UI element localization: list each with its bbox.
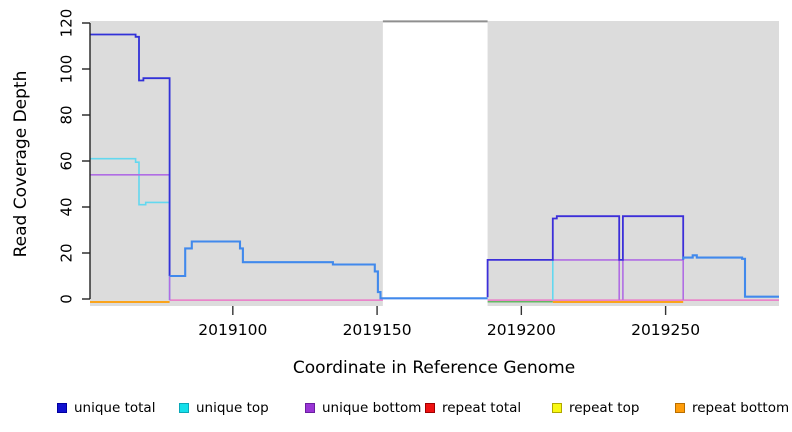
legend-item-repeat-bottom: repeat bottom — [675, 400, 789, 416]
x-tick-label: 2019150 — [343, 321, 412, 339]
legend-marker-unique-top — [179, 403, 189, 413]
series-unique-total-left — [90, 33, 171, 276]
x-tick-label: 2019250 — [631, 321, 700, 339]
legend-marker-repeat-total — [425, 403, 435, 413]
covered-region-left — [90, 21, 383, 306]
legend-item-repeat-total: repeat total — [425, 400, 521, 416]
series-unique-total-right — [486, 215, 685, 298]
legend-item-repeat-top: repeat top — [552, 400, 639, 416]
y-tick-label: 20 — [58, 243, 76, 262]
y-tick-label: 80 — [58, 105, 76, 124]
y-axis-label: Read Coverage Depth — [11, 70, 31, 258]
legend-label: unique top — [196, 400, 269, 416]
series-unique-bottom-right-b — [622, 259, 684, 300]
legend-marker-repeat-bottom — [675, 403, 685, 413]
legend-label: repeat bottom — [692, 400, 790, 416]
legend-label: unique bottom — [322, 400, 422, 416]
legend-item-unique-total: unique total — [57, 400, 155, 416]
y-tick-label: 100 — [58, 55, 76, 84]
y-tick-label: 40 — [58, 197, 76, 216]
legend-item-unique-top: unique top — [179, 400, 269, 416]
series-unique-top-left — [90, 157, 171, 301]
series-total-coverage-mid — [169, 240, 488, 300]
legend-label: repeat total — [442, 400, 522, 416]
legend-label: repeat top — [569, 400, 640, 416]
legend-label: unique total — [74, 400, 156, 416]
covered-region-right — [487, 21, 779, 306]
series-total-coverage-right — [682, 254, 779, 298]
y-tick-label: 0 — [58, 294, 76, 304]
legend-marker-repeat-top — [552, 403, 562, 413]
legend-marker-unique-bottom — [305, 403, 315, 413]
y-tick-label: 120 — [58, 9, 76, 38]
x-axis-label: Coordinate in Reference Genome — [292, 358, 576, 378]
x-tick-label: 2019100 — [198, 321, 267, 339]
y-tick-label: 60 — [58, 151, 76, 170]
legend-item-unique-bottom: unique bottom — [305, 400, 421, 416]
legend-marker-unique-total — [57, 403, 67, 413]
x-tick-label: 2019200 — [487, 321, 556, 339]
